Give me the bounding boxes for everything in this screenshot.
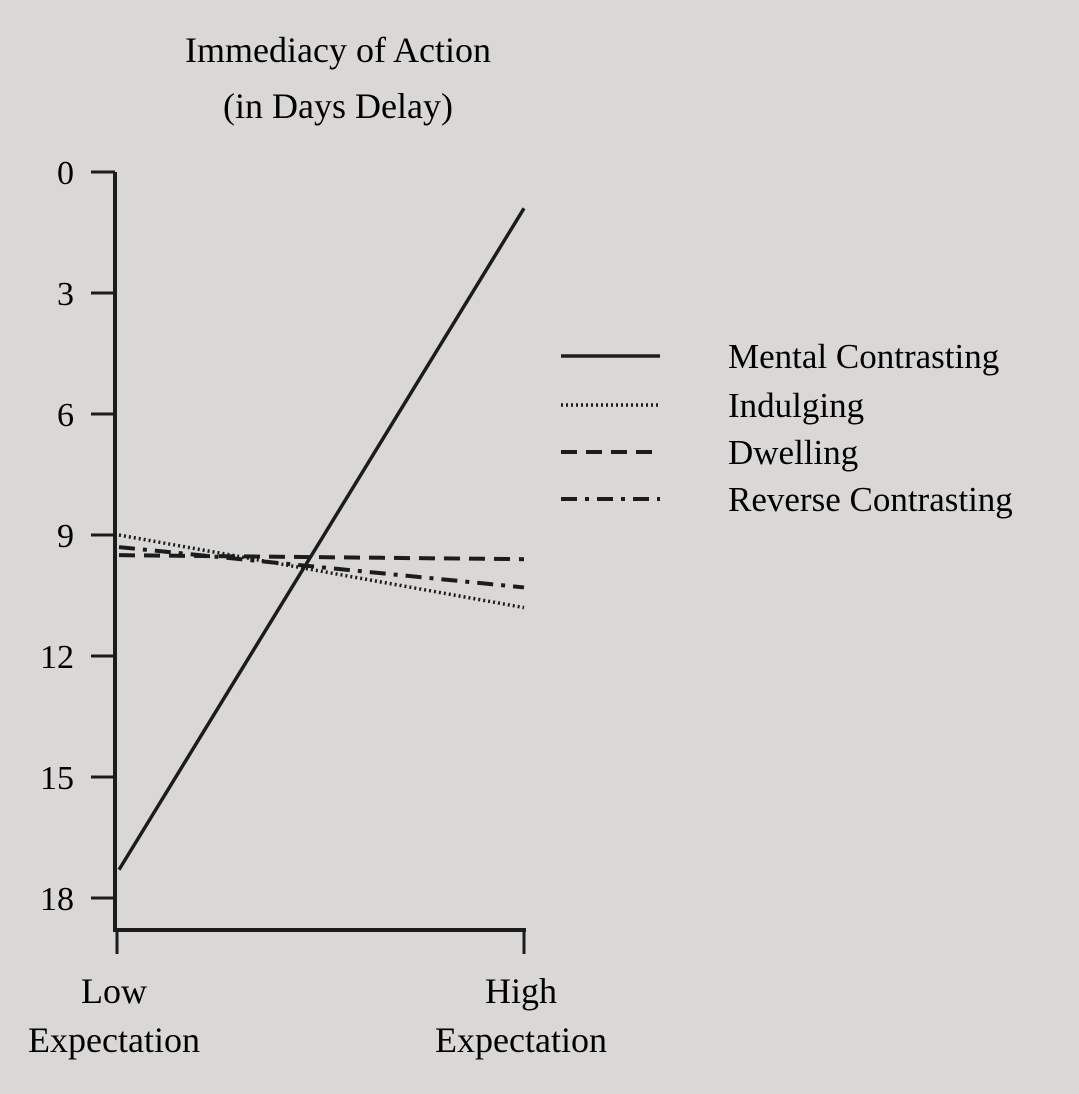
y-tick-label: 0 xyxy=(57,155,74,192)
x-tick-label: Low xyxy=(81,971,147,1011)
legend-label-dwelling: Dwelling xyxy=(728,433,858,472)
y-tick-label: 6 xyxy=(57,397,74,434)
x-tick-label: Expectation xyxy=(28,1020,200,1060)
chart-title-line-2: (in Days Delay) xyxy=(223,86,453,126)
y-tick-label: 9 xyxy=(57,518,74,555)
x-tick-label: Expectation xyxy=(435,1020,607,1060)
series-line-dwelling xyxy=(118,553,525,562)
x-tick-label: High xyxy=(485,971,557,1011)
series-line-reverse-contrasting xyxy=(118,545,525,590)
y-tick-label: 3 xyxy=(57,276,74,313)
legend-label-reverse-contrasting: Reverse Contrasting xyxy=(728,480,1013,519)
axes: 0 3 6 9 12 15 18 Low Expectation High Expectation xyxy=(28,155,607,1060)
legend-label-indulging: Indulging xyxy=(728,386,864,425)
series-layer xyxy=(117,207,526,871)
legend-label-mental-contrasting: Mental Contrasting xyxy=(728,337,999,376)
legend: Mental Contrasting Indulging Dwelling Rever… xyxy=(561,337,1013,519)
series-line-indulging xyxy=(118,533,525,610)
y-tick-label: 18 xyxy=(40,881,74,918)
series-line-mental-contrasting xyxy=(117,207,526,871)
chart-title-line-1: Immediacy of Action xyxy=(185,30,491,70)
y-tick-label: 12 xyxy=(40,639,74,676)
y-tick-label: 15 xyxy=(40,760,74,797)
